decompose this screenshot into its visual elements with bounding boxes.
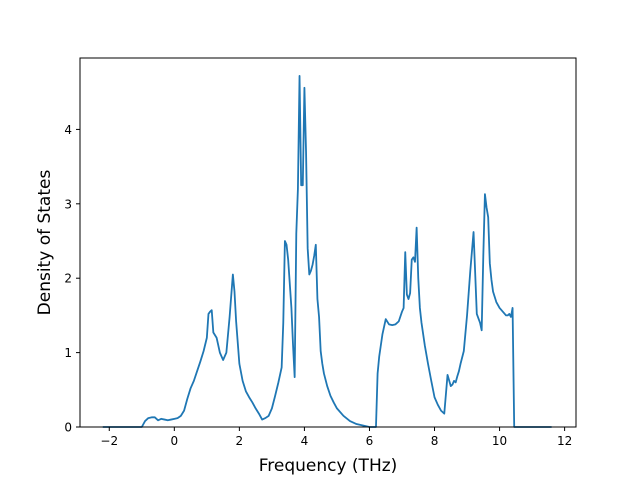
x-tick-label: 12 [557, 434, 572, 448]
x-axis-ticks: −2 0 2 4 6 8 10 12 [100, 427, 572, 448]
axes-frame [79, 57, 577, 428]
x-tick-label: −2 [100, 434, 118, 448]
y-tick-label: 3 [64, 197, 72, 211]
x-tick-label: 6 [366, 434, 374, 448]
x-tick-label: 0 [171, 434, 179, 448]
y-axis-ticks: 0 1 2 3 4 [64, 123, 80, 435]
y-tick-label: 0 [64, 421, 72, 435]
x-tick-label: 8 [431, 434, 439, 448]
series-line-0 [102, 74, 552, 428]
y-tick-label: 4 [64, 123, 72, 137]
y-tick-label: 2 [64, 272, 72, 286]
x-tick-label: 10 [492, 434, 507, 448]
plot-area [102, 74, 552, 428]
x-tick-label: 4 [301, 434, 309, 448]
y-axis-label: Density of States [35, 170, 55, 316]
x-tick-label: 2 [236, 434, 244, 448]
x-axis-label: Frequency (THz) [259, 456, 398, 476]
y-tick-label: 1 [64, 346, 72, 360]
